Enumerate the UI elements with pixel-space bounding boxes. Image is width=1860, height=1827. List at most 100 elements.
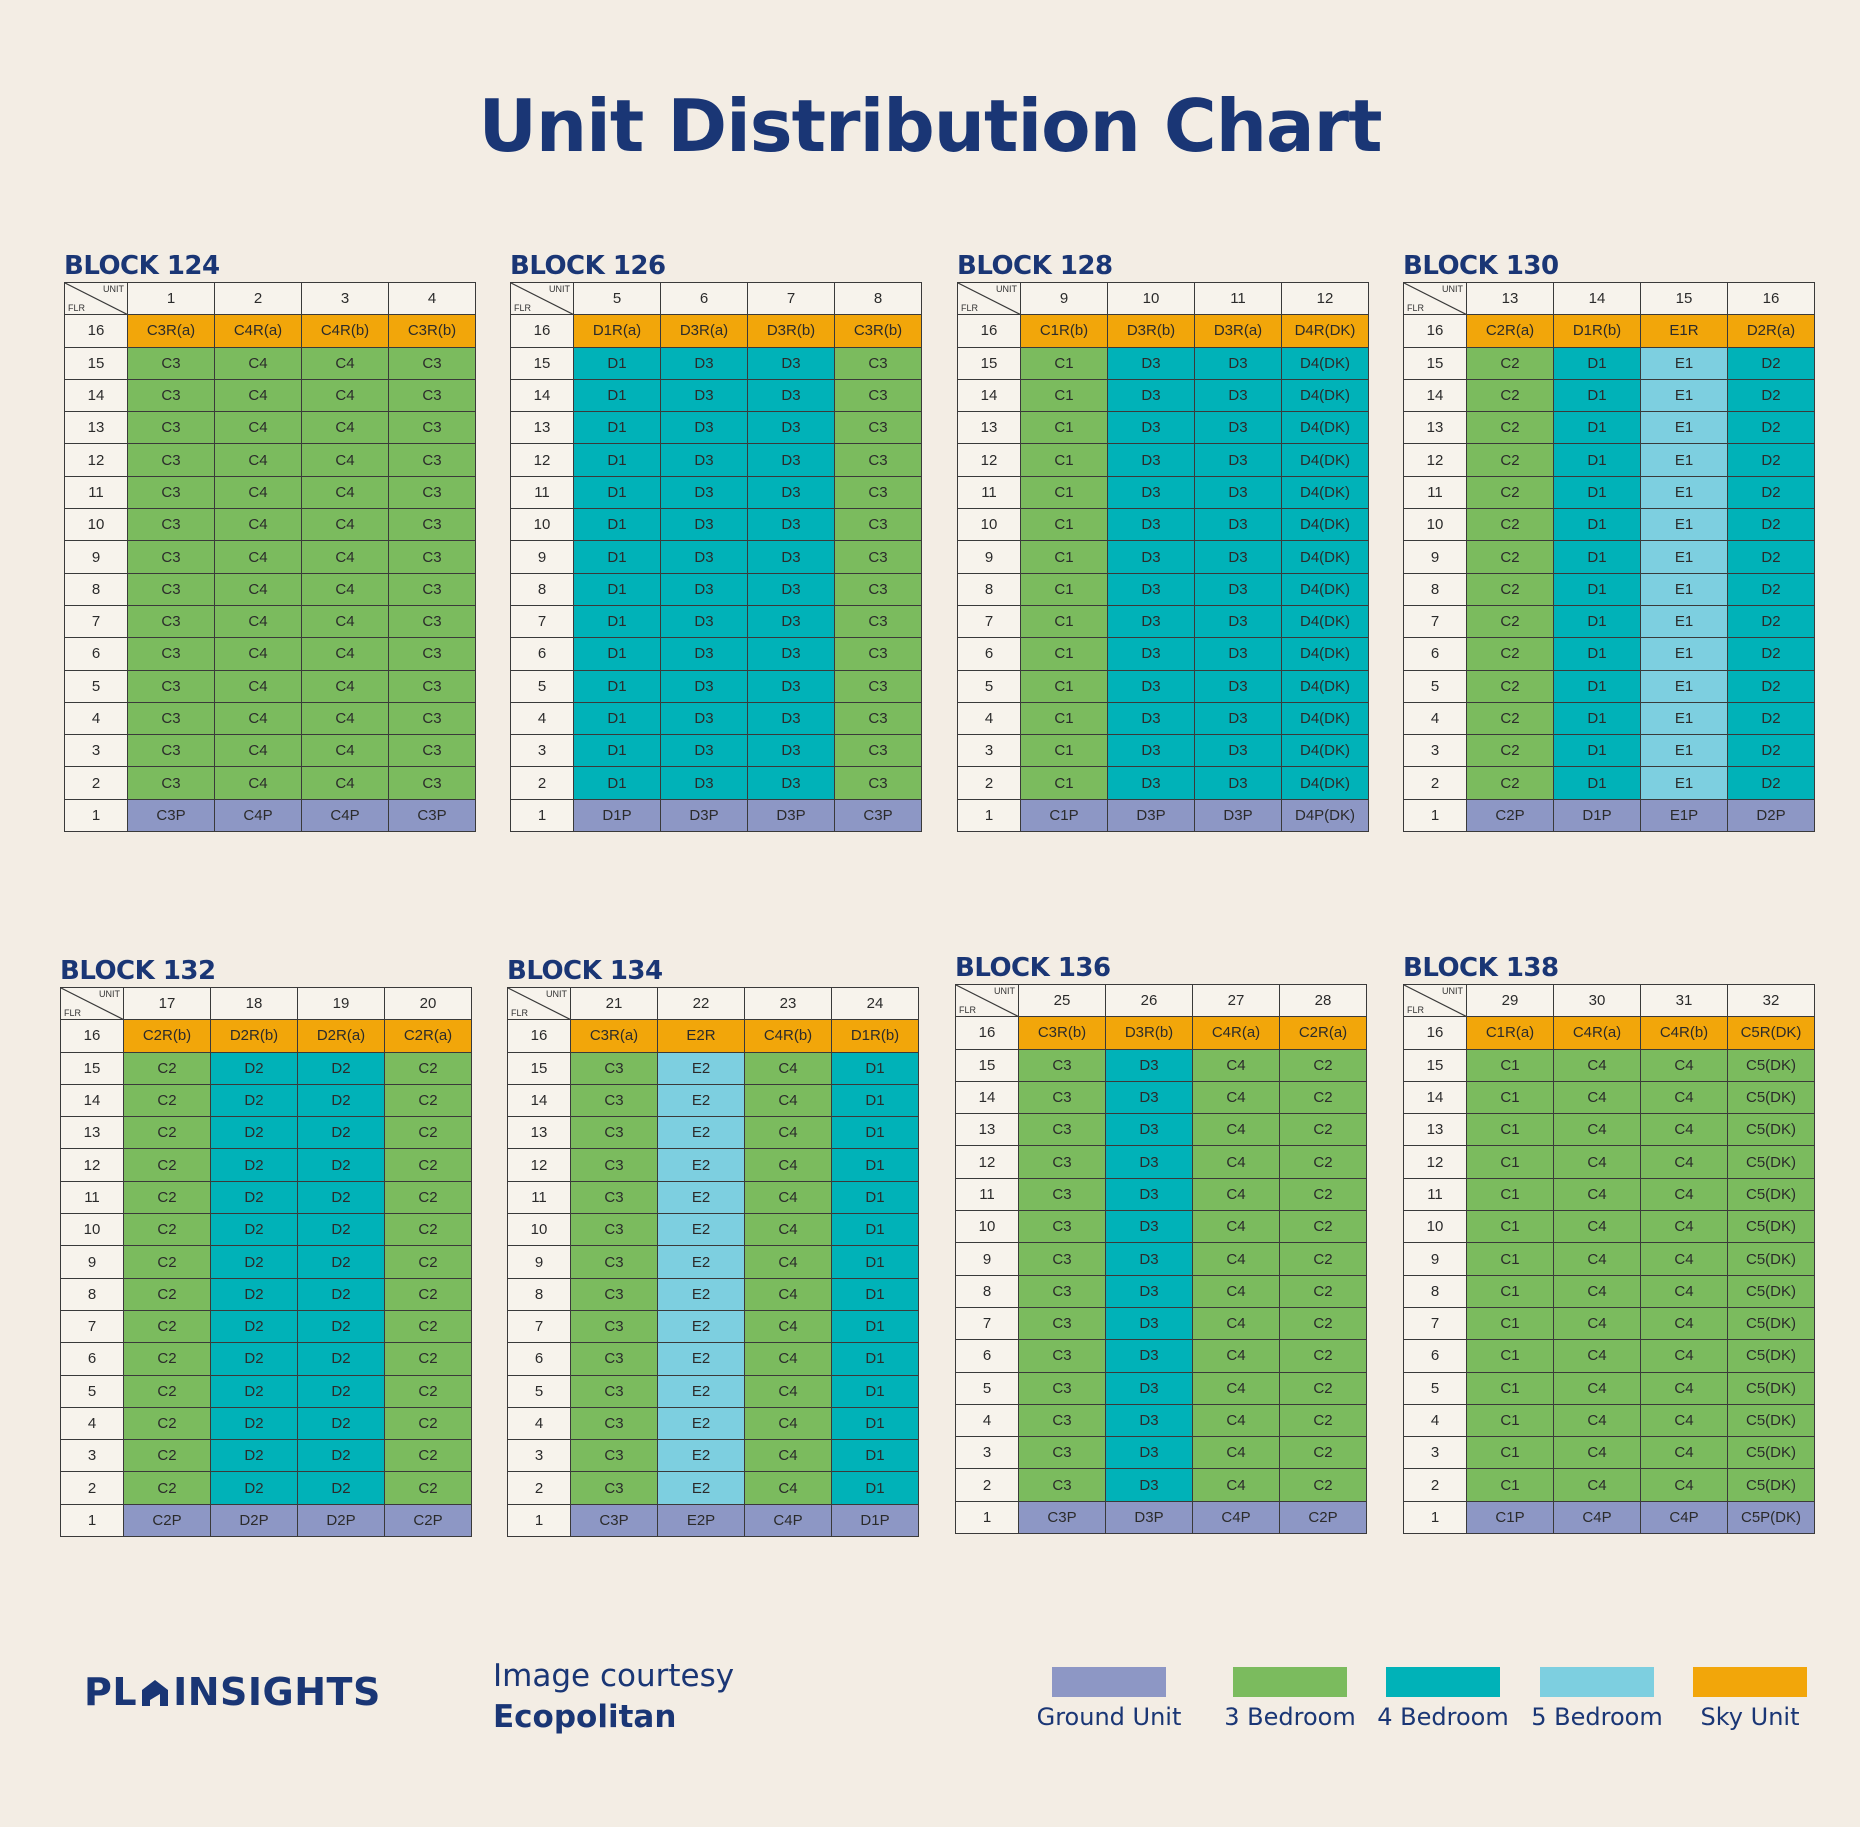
unit-type-cell: C4R(b) xyxy=(744,1019,832,1053)
floor-number-cell: 4 xyxy=(1403,701,1467,736)
floor-row: 4 C1 C4 C4 C5(DK) xyxy=(1403,1403,1815,1438)
unit-type-cell: D3 xyxy=(1194,540,1282,574)
unit-type-cell: D3 xyxy=(747,669,835,703)
unit-type-cell: C3 xyxy=(834,540,922,574)
unit-type-cell: C3 xyxy=(1018,1436,1106,1470)
unit-type-cell: C4 xyxy=(301,669,389,703)
floor-number-cell: 3 xyxy=(64,734,128,768)
floor-row: 1 D1P D3P D3P C3P xyxy=(510,798,922,833)
unit-type-cell: D3 xyxy=(1105,1339,1193,1373)
floor-number-cell: 13 xyxy=(955,1113,1019,1147)
unit-type-cell: D3 xyxy=(1107,508,1195,542)
unit-type-cell: D2 xyxy=(297,1277,385,1311)
block-title: BLOCK 138 xyxy=(1403,953,1559,983)
floor-number-cell: 16 xyxy=(60,1019,124,1053)
unit-number-cell: 29 xyxy=(1466,983,1554,1018)
unit-type-cell: C4 xyxy=(1553,1113,1641,1147)
unit-type-cell: C4 xyxy=(1640,1468,1728,1502)
unit-type-cell: C5(DK) xyxy=(1727,1274,1815,1308)
corner-unit-label: UNIT xyxy=(549,284,570,294)
unit-type-cell: D3 xyxy=(660,734,748,768)
unit-type-cell: E1 xyxy=(1640,604,1728,639)
floor-number-cell: 9 xyxy=(64,540,128,574)
corner-unit-label: UNIT xyxy=(994,986,1015,996)
floor-row: 2 C1 D3 D3 D4(DK) xyxy=(957,766,1369,800)
unit-type-cell: C1 xyxy=(1466,1403,1554,1438)
header-row: UNIT FLR 5 6 7 8 xyxy=(510,281,922,316)
unit-type-cell: C3 xyxy=(388,411,476,445)
unit-type-cell: C4 xyxy=(214,346,302,380)
block-5: BLOCK 134 UNIT FLR 21 22 23 24 16 C3R(a) E2R C4R(b… xyxy=(507,955,919,1538)
unit-type-cell: C1 xyxy=(1466,1242,1554,1276)
unit-type-cell: C4 xyxy=(1640,1242,1728,1276)
unit-type-cell: C3 xyxy=(1018,1339,1106,1373)
unit-type-cell: C1 xyxy=(1020,572,1108,606)
unit-type-cell: D3 xyxy=(1107,378,1195,413)
unit-type-cell: D3 xyxy=(747,540,835,574)
unit-type-cell: C2P xyxy=(384,1503,472,1538)
legend-item: Ground Unit xyxy=(1034,1667,1184,1731)
unit-type-cell: C4 xyxy=(1192,1177,1280,1212)
unit-number-cell: 32 xyxy=(1727,983,1815,1018)
unit-type-cell: D3R(b) xyxy=(747,314,835,348)
unit-type-cell: C4 xyxy=(301,572,389,606)
unit-type-cell: C4 xyxy=(744,1471,832,1505)
unit-type-cell: C2 xyxy=(384,1213,472,1247)
unit-type-cell: C4 xyxy=(1192,1436,1280,1470)
unit-type-cell: D3 xyxy=(660,378,748,413)
unit-type-cell: C4P xyxy=(301,798,389,833)
floor-row: 9 C3 C4 C4 C3 xyxy=(64,540,476,574)
unit-type-cell: D4(DK) xyxy=(1281,540,1369,574)
building-logo-icon xyxy=(142,1680,169,1706)
floor-number-cell: 3 xyxy=(510,734,574,768)
floor-row: 1 C2P D2P D2P C2P xyxy=(60,1503,472,1538)
unit-type-cell: D1 xyxy=(1553,540,1641,574)
floor-row: 8 D1 D3 D3 C3 xyxy=(510,572,922,606)
block-0: BLOCK 124 UNIT FLR 1 2 3 4 16 C3R(a) C4R(a) C4R(b)… xyxy=(64,250,476,833)
unit-type-cell: D3R(a) xyxy=(660,314,748,348)
unit-type-cell: C3 xyxy=(570,1245,658,1279)
unit-type-cell: C3 xyxy=(127,411,215,445)
floor-row: 11 C1 C4 C4 C5(DK) xyxy=(1403,1177,1815,1212)
unit-type-cell: D1 xyxy=(573,411,661,445)
unit-type-cell: C4 xyxy=(1553,1339,1641,1373)
unit-type-cell: C4R(b) xyxy=(1640,1016,1728,1050)
unit-type-cell: C3P xyxy=(1018,1500,1106,1535)
floor-row: 15 C1 C4 C4 C5(DK) xyxy=(1403,1048,1815,1082)
unit-type-cell: E1P xyxy=(1640,798,1728,833)
unit-type-cell: C1 xyxy=(1020,540,1108,574)
unit-type-cell: C3 xyxy=(570,1309,658,1344)
corner-flr-label: FLR xyxy=(1407,303,1425,314)
unit-type-cell: D1 xyxy=(831,1148,919,1182)
block-title: BLOCK 124 xyxy=(64,251,220,281)
unit-type-cell: C3 xyxy=(1018,1080,1106,1115)
unit-type-cell: C1 xyxy=(1466,1274,1554,1308)
unit-type-cell: E2 xyxy=(657,1374,745,1408)
unit-type-cell: C1 xyxy=(1466,1306,1554,1341)
floor-number-cell: 16 xyxy=(510,314,574,348)
unit-type-cell: C4 xyxy=(1640,1145,1728,1179)
floor-row: 3 C3 E2 C4 D1 xyxy=(507,1439,919,1473)
unit-type-cell: D4(DK) xyxy=(1281,734,1369,768)
floor-number-cell: 3 xyxy=(507,1439,571,1473)
unit-number-cell: 23 xyxy=(744,986,832,1021)
floor-number-cell: 10 xyxy=(507,1213,571,1247)
unit-type-cell: C4 xyxy=(1553,1177,1641,1212)
floor-number-cell: 6 xyxy=(957,637,1021,671)
unit-type-cell: C3 xyxy=(570,1439,658,1473)
unit-type-cell: C2 xyxy=(123,1213,211,1247)
floor-row: 15 C3 E2 C4 D1 xyxy=(507,1051,919,1085)
unit-type-cell: D3 xyxy=(1194,475,1282,510)
unit-type-cell: E1 xyxy=(1640,701,1728,736)
unit-type-cell: E2 xyxy=(657,1439,745,1473)
corner-unit-label: UNIT xyxy=(99,989,120,999)
unit-type-cell: D2 xyxy=(210,1439,298,1473)
floor-row: 14 C1 D3 D3 D4(DK) xyxy=(957,378,1369,413)
unit-type-cell: C4 xyxy=(1553,1242,1641,1276)
unit-type-cell: D2 xyxy=(210,1148,298,1182)
unit-type-cell: D4(DK) xyxy=(1281,508,1369,542)
unit-type-cell: C1 xyxy=(1020,766,1108,800)
brand-logo: PL INSIGHTS xyxy=(84,1670,381,1714)
unit-type-cell: D3 xyxy=(1107,540,1195,574)
block-title: BLOCK 130 xyxy=(1403,251,1559,281)
